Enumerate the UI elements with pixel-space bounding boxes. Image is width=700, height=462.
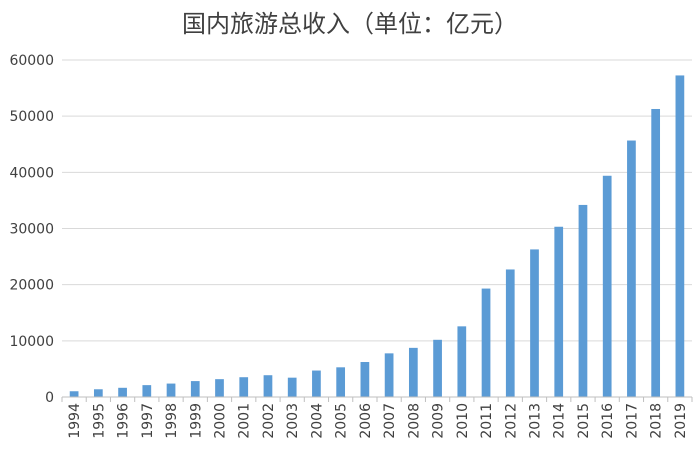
bar-2010 (457, 326, 467, 397)
bars (69, 75, 685, 398)
x-tick-label: 1996 (116, 403, 132, 439)
x-tick-label: 2017 (624, 403, 640, 439)
bar-2009 (433, 339, 442, 397)
bar-2007 (384, 353, 394, 397)
x-tick-label: 2002 (261, 403, 277, 439)
bar-2013 (530, 249, 539, 397)
x-tick-label: 2000 (213, 403, 229, 439)
x-tick-label: 1995 (91, 403, 107, 439)
bar-2002 (263, 375, 273, 397)
bar-2017 (627, 140, 636, 397)
x-tick-label: 2005 (334, 403, 350, 439)
x-tick-label: 2018 (649, 403, 665, 439)
y-tick-label: 0 (45, 390, 54, 406)
y-tick-label: 50000 (9, 109, 54, 125)
bar-1999 (190, 381, 200, 397)
bar-1996 (118, 387, 127, 397)
bar-2001 (239, 377, 249, 397)
x-tick-label: 2006 (358, 403, 374, 439)
bar-2015 (578, 204, 588, 397)
grid-lines (62, 59, 692, 342)
x-tick-label: 2019 (673, 403, 689, 439)
x-tick-label: 1997 (140, 403, 156, 439)
bar-1997 (142, 385, 152, 397)
x-tick-label: 2010 (455, 403, 471, 439)
x-tick-label: 2011 (479, 403, 495, 439)
x-tick-label: 2014 (552, 403, 568, 439)
bar-1998 (166, 383, 176, 397)
bar-1994 (69, 391, 79, 397)
bar-1995 (93, 389, 103, 397)
axes: 0 10000 20000 30000 40000 50000 60000 1994 1995 1… (9, 53, 693, 439)
x-tick-label: 1999 (188, 403, 204, 439)
chart-title: 国内旅游总收入（单位：亿元） (182, 10, 518, 38)
bar-2008 (408, 347, 418, 397)
x-tick-label: 2003 (285, 403, 301, 439)
bar-2016 (602, 175, 612, 397)
x-tick-label: 1998 (164, 403, 180, 439)
bar-2003 (287, 377, 297, 397)
x-tick-label: 2007 (382, 403, 398, 439)
x-tick-label: 2015 (576, 403, 592, 439)
bar-2019 (675, 75, 685, 397)
x-tick-label: 2013 (528, 403, 544, 439)
bar-2011 (481, 288, 491, 397)
x-tick-label: 2001 (237, 403, 253, 439)
y-tick-label: 60000 (9, 53, 54, 69)
x-tick-label: 2009 (431, 403, 447, 439)
x-tick-label: 2016 (600, 403, 616, 439)
y-tick-label: 40000 (9, 165, 54, 181)
x-tick-label: 2004 (309, 403, 325, 439)
x-tick-label: 2008 (406, 403, 422, 439)
x-tick-label: 2012 (503, 403, 519, 439)
x-tick-label: 1994 (67, 403, 83, 439)
bar-2005 (336, 367, 346, 397)
bar-2006 (360, 362, 370, 397)
bar-2004 (312, 370, 321, 397)
bar-2014 (554, 226, 564, 397)
y-tick-label: 20000 (9, 278, 54, 294)
y-tick-label: 30000 (9, 222, 54, 238)
bar-2012 (505, 269, 515, 397)
bar-2000 (215, 379, 224, 397)
y-tick-label: 10000 (9, 334, 54, 350)
bar-2018 (651, 108, 661, 398)
